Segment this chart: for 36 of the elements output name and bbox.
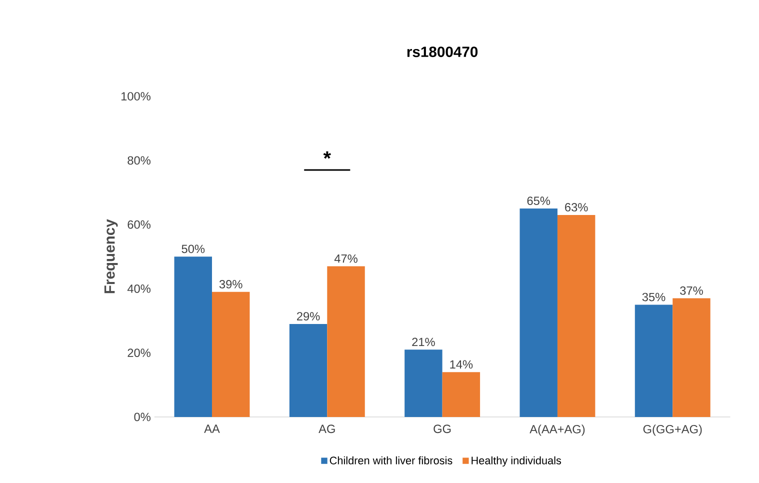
y-tick-label: 0% — [134, 412, 150, 421]
bar — [672, 298, 710, 417]
x-tick-label: AA — [204, 424, 220, 433]
annotation: * — [323, 151, 331, 158]
bar — [634, 304, 673, 417]
data-label: 29% — [297, 312, 320, 320]
data-label: 63% — [565, 202, 588, 212]
bar — [404, 349, 442, 417]
chart-title: rs1800470 — [407, 46, 478, 57]
bar — [557, 214, 596, 417]
data-label: 65% — [527, 196, 550, 205]
y-tick-label: 100% — [121, 92, 150, 100]
bar — [442, 372, 480, 417]
data-label: 50% — [182, 244, 205, 253]
x-tick-label: A(AA+AG) — [530, 424, 585, 436]
y-tick-label: 20% — [128, 348, 150, 357]
y-tick-label: 80% — [128, 156, 150, 164]
bar — [289, 324, 328, 417]
bar — [212, 292, 250, 417]
data-label: 37% — [680, 286, 703, 295]
data-label: 21% — [412, 338, 435, 346]
x-tick-label: AG — [318, 424, 335, 433]
legend-label: Children with liver fibrosis — [330, 456, 452, 464]
data-label: 39% — [219, 280, 242, 288]
bar — [327, 266, 365, 417]
bar — [174, 256, 212, 417]
data-label: 14% — [450, 360, 473, 368]
y-axis-title: Frequency — [104, 218, 118, 293]
legend-label: Healthy individuals — [472, 456, 562, 466]
x-tick-label: GG — [434, 424, 451, 433]
data-label: 35% — [642, 292, 666, 301]
data-label: 47% — [334, 254, 358, 263]
y-tick-label: 40% — [127, 284, 150, 293]
x-tick-label: G(GG+AG) — [643, 424, 702, 436]
bar — [520, 208, 558, 417]
y-tick-label: 60% — [128, 220, 150, 229]
